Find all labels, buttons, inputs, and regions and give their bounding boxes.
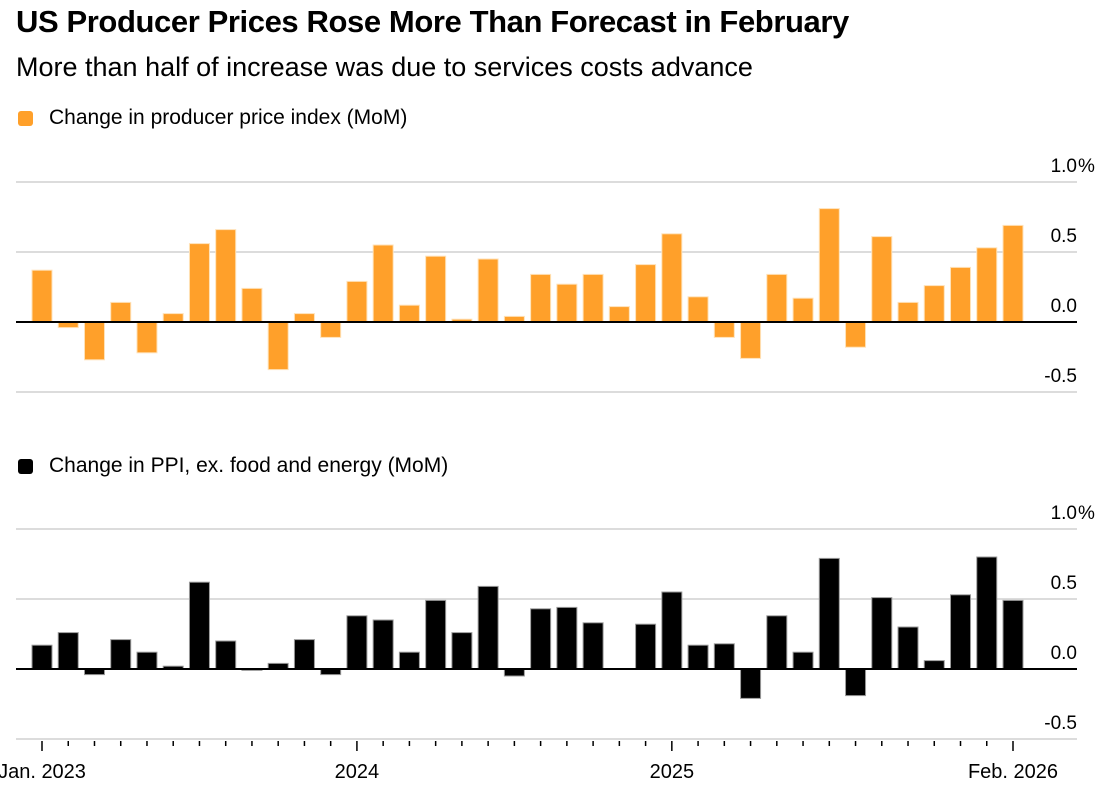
bar-core-aug-2023: [215, 640, 237, 670]
bar-ppi-may-2025: [766, 273, 788, 323]
bar-core-jan-2025: [661, 591, 683, 670]
panel-core: 1.0 % 0.5 0.0 -0.5: [16, 503, 1095, 740]
x-tick-label: Feb. 2026: [968, 761, 1058, 783]
y-tick-label: 0.0: [1051, 296, 1077, 317]
legend-label-core: Change in PPI, ex. food and energy (MoM): [49, 454, 449, 477]
bar-ppi-feb-2026: [1002, 224, 1024, 323]
bar-core-oct-2025: [897, 626, 919, 670]
bar-core-feb-2024: [372, 619, 394, 670]
y-tick-label: 1.0: [1051, 503, 1077, 524]
bar-ppi-nov-2023: [293, 313, 315, 323]
bar-ppi-jul-2025: [818, 208, 840, 323]
bar-ppi-aug-2025: [845, 321, 867, 348]
legend-swatch-core: [18, 458, 33, 474]
y-tick-label: 0.0: [1051, 643, 1077, 664]
bar-core-apr-2023: [110, 639, 132, 670]
bar-core-may-2024: [451, 632, 473, 670]
bar-ppi-apr-2025: [740, 321, 762, 359]
bar-ppi-apr-2024: [425, 255, 447, 323]
x-tick-label: 2025: [650, 761, 695, 783]
bar-core-may-2025: [766, 615, 788, 670]
bar-core-sep-2025: [871, 597, 893, 670]
bar-core-aug-2024: [530, 608, 552, 670]
bar-core-feb-2023: [57, 632, 79, 670]
bar-ppi-sep-2023: [241, 287, 263, 323]
legend-swatch-ppi: [18, 110, 33, 126]
bar-ppi-aug-2023: [215, 229, 237, 323]
bar-ppi-sep-2025: [871, 236, 893, 323]
bar-core-apr-2025: [740, 668, 762, 699]
panel-ppi: 1.0 % 0.5 0.0 -0.5: [16, 156, 1095, 393]
x-axis: Jan. 2023 2024 2025 Feb. 2026: [0, 741, 1058, 783]
y-tick-unit: %: [1078, 503, 1095, 524]
bar-ppi-jun-2025: [792, 297, 814, 323]
bar-core-may-2023: [136, 651, 158, 670]
legend-label-ppi: Change in producer price index (MoM): [49, 106, 408, 129]
bar-core-mar-2024: [398, 651, 420, 670]
bar-ppi-mar-2024: [398, 304, 420, 323]
y-tick-label: -0.5: [1044, 713, 1077, 734]
bar-ppi-jan-2024: [346, 280, 368, 323]
bar-ppi-oct-2024: [582, 273, 604, 323]
chart-subtitle: More than half of increase was due to se…: [16, 52, 753, 82]
bar-core-jan-2024: [346, 615, 368, 670]
bar-core-jan-2026: [976, 556, 998, 670]
bar-ppi-dec-2024: [635, 264, 657, 323]
bar-ppi-nov-2024: [608, 306, 630, 323]
bar-ppi-oct-2025: [897, 301, 919, 323]
bar-ppi-oct-2023: [267, 321, 289, 371]
bar-ppi-dec-2025: [950, 266, 972, 323]
chart-title: US Producer Prices Rose More Than Foreca…: [16, 4, 849, 39]
bar-ppi-jan-2023: [31, 269, 53, 323]
y-tick-label: 1.0: [1051, 156, 1077, 177]
bar-core-jan-2023: [31, 644, 53, 670]
bar-ppi-jul-2023: [188, 243, 210, 323]
x-tick-label: 2024: [335, 761, 380, 783]
bar-ppi-may-2023: [136, 321, 158, 354]
bar-core-sep-2024: [556, 606, 578, 670]
bar-core-aug-2025: [845, 668, 867, 697]
bar-ppi-jun-2024: [477, 258, 499, 323]
bar-core-feb-2025: [687, 644, 709, 670]
bar-ppi-apr-2023: [110, 301, 132, 323]
bar-core-jun-2024: [477, 585, 499, 670]
bar-core-jun-2025: [792, 651, 814, 670]
bar-core-apr-2024: [425, 599, 447, 670]
bar-ppi-dec-2023: [320, 321, 342, 338]
bar-core-jul-2025: [818, 557, 840, 670]
bar-ppi-feb-2024: [372, 244, 394, 323]
legend-ppi: Change in producer price index (MoM): [18, 106, 407, 130]
bar-core-jul-2024: [503, 668, 525, 677]
legend-core: Change in PPI, ex. food and energy (MoM): [18, 454, 448, 478]
bar-core-mar-2025: [713, 643, 735, 670]
bar-core-nov-2025: [923, 660, 945, 670]
y-tick-unit: %: [1078, 156, 1095, 177]
bar-core-nov-2023: [293, 639, 315, 670]
bar-core-jul-2023: [188, 581, 210, 670]
bar-ppi-sep-2024: [556, 283, 578, 323]
bar-ppi-mar-2025: [713, 321, 735, 338]
bar-ppi-jan-2026: [976, 247, 998, 323]
bar-ppi-nov-2025: [923, 285, 945, 323]
bar-ppi-jun-2023: [162, 313, 184, 323]
bar-core-dec-2025: [950, 594, 972, 670]
x-tick-label: Jan. 2023: [0, 761, 86, 783]
bar-ppi-aug-2024: [530, 273, 552, 323]
bar-ppi-jan-2025: [661, 233, 683, 323]
bar-ppi-mar-2023: [83, 321, 105, 361]
y-tick-label: -0.5: [1044, 366, 1077, 387]
y-tick-label: 0.5: [1051, 226, 1077, 247]
bar-core-feb-2026: [1002, 599, 1024, 670]
bar-ppi-feb-2025: [687, 296, 709, 323]
bar-core-dec-2024: [635, 623, 657, 670]
bar-core-oct-2024: [582, 622, 604, 670]
y-tick-label: 0.5: [1051, 573, 1077, 594]
